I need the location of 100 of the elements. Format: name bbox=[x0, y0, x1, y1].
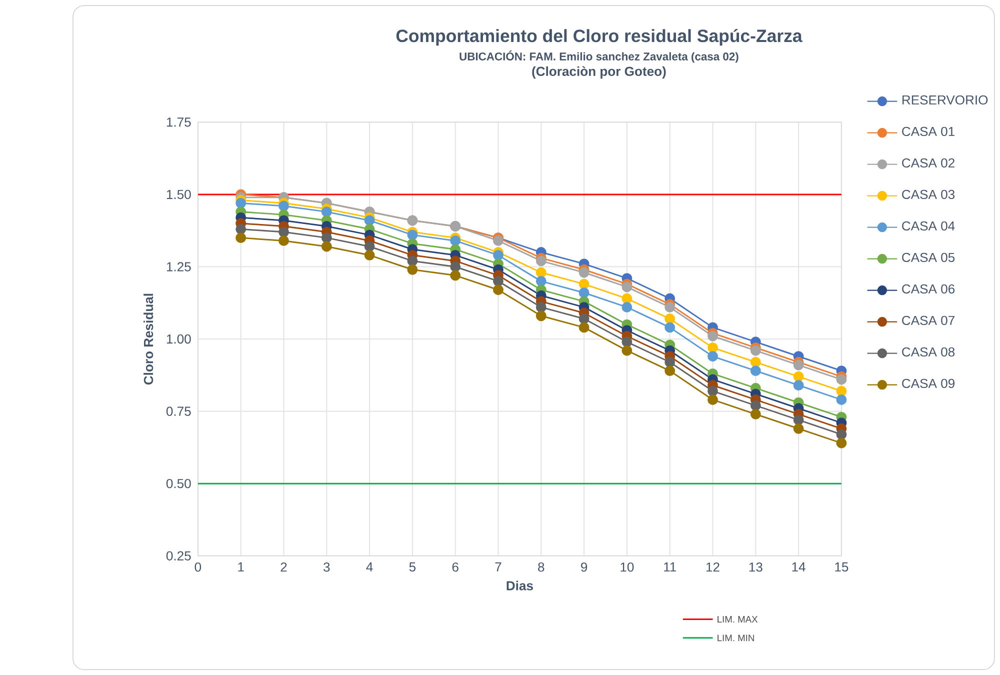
point bbox=[578, 287, 590, 298]
x-axis-title: Dias bbox=[506, 580, 533, 590]
y-tick-label: 0.75 bbox=[166, 406, 191, 416]
point bbox=[321, 206, 332, 217]
point bbox=[450, 261, 461, 272]
point bbox=[278, 235, 289, 246]
x-tick-label: 0 bbox=[194, 562, 202, 572]
point bbox=[578, 278, 590, 290]
x-tick-label: 9 bbox=[581, 562, 588, 572]
point bbox=[664, 365, 676, 376]
point bbox=[450, 270, 461, 281]
x-tick-label: 7 bbox=[495, 562, 502, 572]
point bbox=[407, 256, 418, 266]
point bbox=[622, 293, 632, 304]
point bbox=[836, 429, 847, 440]
point bbox=[578, 322, 590, 333]
point bbox=[321, 241, 332, 252]
point bbox=[622, 336, 632, 348]
x-tick-label: 11 bbox=[664, 562, 676, 572]
point bbox=[708, 386, 718, 396]
point bbox=[793, 360, 804, 370]
point bbox=[493, 250, 504, 260]
point bbox=[536, 276, 546, 286]
point bbox=[664, 356, 676, 368]
point bbox=[793, 380, 804, 390]
point bbox=[836, 394, 847, 405]
y-tick-label: 1.50 bbox=[166, 190, 191, 199]
point bbox=[407, 264, 418, 275]
x-tick-label: 1 bbox=[238, 562, 244, 572]
point bbox=[750, 400, 761, 411]
point bbox=[750, 345, 761, 356]
legend-label: CASA 06 bbox=[902, 284, 955, 294]
x-tick-label: 6 bbox=[452, 562, 458, 572]
x-tick-label: 8 bbox=[538, 562, 544, 572]
point bbox=[536, 310, 546, 321]
x-tick-label: 10 bbox=[620, 562, 634, 572]
point bbox=[536, 302, 546, 312]
point bbox=[493, 235, 504, 246]
text: (Cloraciòn por Goteo) bbox=[532, 66, 666, 78]
y-tick-label: 0.25 bbox=[166, 551, 191, 560]
y-tick-label: 1.25 bbox=[166, 262, 191, 272]
point bbox=[836, 438, 847, 448]
point bbox=[664, 313, 676, 324]
chart-subtitle: UBICACIÓN: FAM. Emilio sanchez Zavaleta (casa 02) bbox=[460, 50, 738, 63]
legend-label: LIM. MAX bbox=[718, 616, 758, 622]
legend-label: LIM. MIN bbox=[718, 634, 754, 642]
point bbox=[622, 345, 632, 356]
point bbox=[407, 230, 418, 240]
legend-label: CASA 03 bbox=[902, 190, 955, 199]
y-axis-title: Cloro Residual bbox=[144, 294, 154, 384]
chart-title: Comportamiento del Cloro residual Sapúc-Zarza bbox=[396, 28, 802, 46]
point bbox=[321, 232, 332, 243]
x-tick-label: 5 bbox=[409, 562, 416, 572]
y-tick-label: 1.75 bbox=[166, 118, 191, 127]
x-tick-label: 2 bbox=[280, 562, 287, 572]
point bbox=[708, 342, 718, 353]
legend-label: CASA 04 bbox=[902, 221, 955, 230]
point bbox=[750, 365, 761, 376]
point bbox=[236, 224, 246, 234]
x-tick-label: 14 bbox=[792, 562, 806, 572]
point bbox=[708, 330, 718, 342]
x-tick-label: 4 bbox=[366, 562, 373, 572]
legend-label: CASA 07 bbox=[902, 316, 954, 325]
legend-label: CASA 05 bbox=[902, 252, 955, 262]
y-tick-label: 1.00 bbox=[166, 334, 191, 344]
point bbox=[793, 423, 804, 434]
point bbox=[750, 356, 761, 368]
point bbox=[578, 267, 590, 278]
x-tick-label: 12 bbox=[706, 562, 720, 572]
point bbox=[493, 276, 504, 286]
point bbox=[664, 302, 676, 312]
point bbox=[450, 235, 461, 246]
point bbox=[622, 282, 632, 292]
point bbox=[578, 313, 590, 324]
point bbox=[278, 226, 289, 238]
point bbox=[793, 414, 804, 426]
y-tick-label: 0.50 bbox=[166, 478, 191, 488]
x-tick-label: 13 bbox=[749, 562, 762, 572]
point bbox=[236, 198, 246, 208]
point bbox=[836, 386, 847, 396]
point bbox=[493, 284, 504, 295]
point bbox=[664, 322, 676, 333]
x-tick-label: 3 bbox=[324, 562, 330, 572]
point bbox=[836, 374, 847, 385]
point bbox=[793, 371, 804, 382]
point bbox=[364, 250, 375, 260]
point bbox=[750, 408, 761, 420]
point bbox=[708, 394, 718, 405]
point bbox=[536, 256, 546, 266]
point bbox=[236, 232, 246, 243]
legend-label: RESERVORIO bbox=[902, 95, 988, 104]
legend-label: CASA 09 bbox=[902, 378, 954, 388]
point bbox=[364, 215, 375, 226]
point bbox=[536, 267, 546, 278]
legend-label: CASA 02 bbox=[902, 158, 954, 168]
x-tick-label: 15 bbox=[835, 562, 848, 572]
point bbox=[364, 241, 375, 252]
legend-label: CASA 01 bbox=[902, 126, 954, 136]
point bbox=[622, 302, 632, 312]
legend-label: CASA 08 bbox=[902, 347, 955, 356]
